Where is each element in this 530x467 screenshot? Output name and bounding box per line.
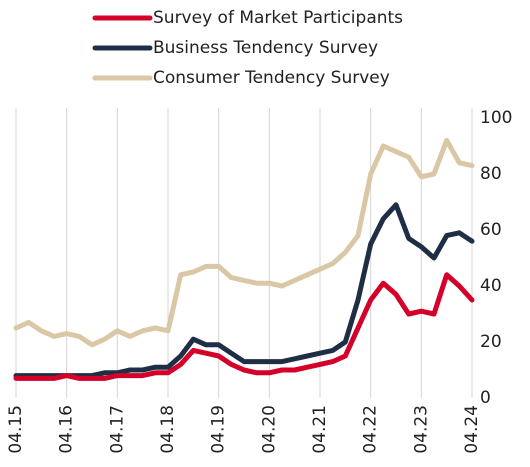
y-tick-label: 100 [480,108,512,128]
series-line [13,202,475,379]
y-tick-label: 0 [480,388,491,408]
x-tick-label: 04.16 [57,405,77,454]
legend-label: Consumer Tendency Survey [153,68,390,88]
x-tick-label: 04.15 [6,405,26,454]
x-tick-label: 04.22 [361,405,381,454]
y-tick-label: 40 [480,276,502,296]
legend-label: Survey of Market Participants [153,8,403,28]
x-tick-label: 04.21 [310,405,330,454]
legend-label: Business Tendency Survey [153,38,378,58]
y-tick-label: 60 [480,220,502,240]
x-tick-label: 04.23 [411,405,431,454]
series-line [13,272,475,381]
x-tick-label: 04.19 [209,405,229,454]
x-tick-label: 04.20 [259,405,279,454]
series-line [13,137,475,348]
x-tick-label: 04.17 [107,405,127,454]
x-tick-label: 04.24 [462,405,482,454]
x-tick-label: 04.18 [158,405,178,454]
y-tick-label: 80 [480,164,502,184]
y-tick-label: 20 [480,332,502,352]
